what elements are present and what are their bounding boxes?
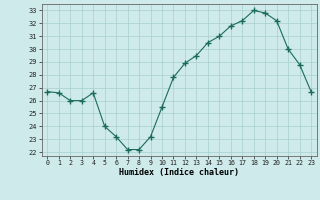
X-axis label: Humidex (Indice chaleur): Humidex (Indice chaleur)	[119, 168, 239, 177]
